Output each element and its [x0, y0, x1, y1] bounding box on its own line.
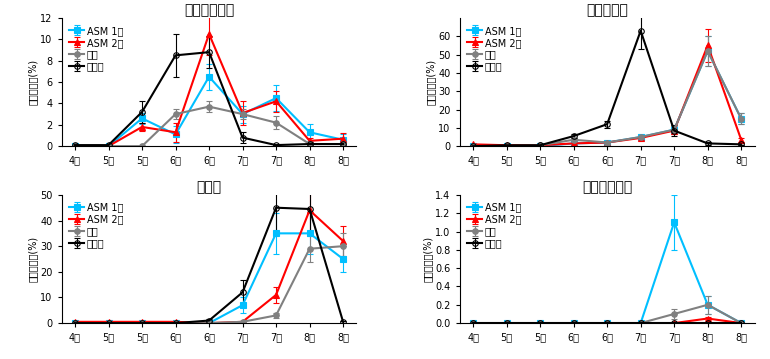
Title: 겹무늬썩음병: 겹무늬썩음병 — [582, 180, 632, 194]
Title: 탄저병: 탄저병 — [196, 180, 222, 194]
Legend: ASM 1회, ASM 2회, 관행, 무처리: ASM 1회, ASM 2회, 관행, 무처리 — [464, 200, 524, 251]
Title: 갈색무늬병: 갈색무늬병 — [586, 3, 628, 17]
Legend: ASM 1회, ASM 2회, 관행, 무처리: ASM 1회, ASM 2회, 관행, 무처리 — [66, 23, 126, 74]
Y-axis label: 피해엽비율(%): 피해엽비율(%) — [28, 59, 38, 105]
Y-axis label: 피해엽비율(%): 피해엽비율(%) — [423, 236, 433, 282]
Legend: ASM 1회, ASM 2회, 관행, 무처리: ASM 1회, ASM 2회, 관행, 무처리 — [66, 200, 126, 251]
Title: 점무늬낙엽병: 점무늬낙엽병 — [184, 3, 234, 17]
Legend: ASM 1회, ASM 2회, 관행, 무처리: ASM 1회, ASM 2회, 관행, 무처리 — [464, 23, 524, 74]
Y-axis label: 피해엽비율(%): 피해엽비율(%) — [426, 59, 436, 105]
Y-axis label: 피해엽비율(%): 피해엽비율(%) — [28, 236, 38, 282]
